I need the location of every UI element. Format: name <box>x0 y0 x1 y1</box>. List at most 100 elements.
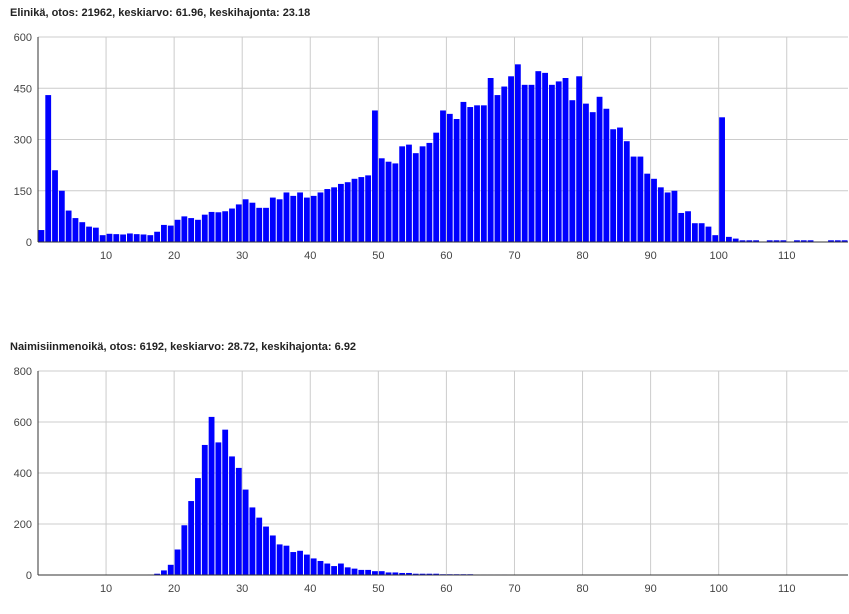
x-tick-label: 100 <box>709 250 727 262</box>
bar <box>208 416 215 575</box>
bar <box>126 233 133 242</box>
bar <box>167 564 174 575</box>
bar <box>276 199 283 242</box>
bar <box>140 234 147 242</box>
bar <box>174 549 181 575</box>
bar <box>99 235 106 242</box>
bar <box>617 127 623 242</box>
bar <box>174 219 181 242</box>
bar <box>446 113 453 242</box>
bar <box>412 153 419 242</box>
bar <box>303 554 310 575</box>
bar <box>229 208 235 242</box>
bar <box>378 158 385 242</box>
x-tick-label: 20 <box>168 583 180 595</box>
bar <box>406 144 412 242</box>
bar <box>603 108 610 242</box>
bar <box>38 230 45 242</box>
bar <box>303 197 310 242</box>
y-tick-label: 600 <box>14 417 32 429</box>
chart-title: Elinikä, otos: 21962, keskiarvo: 61.96, … <box>10 7 311 19</box>
bar <box>426 573 433 575</box>
x-tick-label: 90 <box>644 583 656 595</box>
bar <box>460 101 467 243</box>
bar <box>263 207 269 242</box>
bar <box>780 240 787 242</box>
bar <box>487 78 494 242</box>
bar <box>290 195 297 242</box>
bar <box>753 240 760 242</box>
bar <box>188 501 195 575</box>
bar <box>610 129 617 242</box>
bar <box>800 240 807 242</box>
bar <box>378 571 385 575</box>
bar <box>351 178 358 242</box>
bar <box>235 467 242 575</box>
bar <box>276 544 283 575</box>
bar <box>331 187 337 242</box>
bar <box>269 535 276 575</box>
bar <box>807 240 814 242</box>
bar <box>589 112 596 243</box>
bar <box>685 211 691 242</box>
marriage-age-chart: Naimisiinmenoikä, otos: 6192, keskiarvo:… <box>0 334 849 604</box>
bar <box>317 560 324 575</box>
bar <box>154 231 161 242</box>
bar <box>691 223 698 242</box>
bar <box>201 444 208 575</box>
bar <box>229 456 235 575</box>
bar <box>324 189 331 242</box>
bar <box>433 573 440 575</box>
bar <box>167 225 174 242</box>
y-tick-label: 800 <box>14 366 32 378</box>
x-tick-label: 50 <box>372 250 384 262</box>
bar <box>256 517 263 575</box>
bar <box>549 84 555 242</box>
bar <box>583 103 589 242</box>
bar <box>331 566 337 575</box>
bar <box>433 132 440 242</box>
bar <box>637 156 644 242</box>
bar <box>242 199 249 242</box>
x-tick-label: 60 <box>440 583 452 595</box>
bar <box>297 192 303 242</box>
bar <box>249 507 256 575</box>
y-tick-label: 0 <box>26 237 32 249</box>
bar <box>725 236 732 242</box>
y-tick-label: 600 <box>14 32 32 44</box>
bar <box>72 218 79 242</box>
x-tick-label: 60 <box>440 250 452 262</box>
bar <box>208 211 215 242</box>
bar <box>480 105 487 242</box>
bar <box>215 442 222 575</box>
y-tick-label: 150 <box>14 186 32 198</box>
bar <box>161 570 167 575</box>
bar <box>188 218 195 242</box>
bar <box>440 110 446 242</box>
bar <box>535 71 542 243</box>
bar <box>739 240 746 242</box>
bar <box>372 571 378 575</box>
bar <box>569 100 576 242</box>
bar <box>365 569 372 575</box>
y-tick-label: 450 <box>14 83 32 95</box>
bar <box>92 227 99 242</box>
bar <box>664 192 671 242</box>
bar <box>222 211 229 242</box>
bar <box>344 567 351 575</box>
bar <box>732 238 739 242</box>
bar <box>351 568 358 575</box>
x-tick-label: 20 <box>168 250 180 262</box>
bar <box>555 81 562 243</box>
bar <box>521 84 528 242</box>
bar <box>358 177 365 242</box>
bar <box>161 224 167 242</box>
bar <box>467 107 474 243</box>
bar <box>147 235 154 242</box>
bar <box>195 219 201 242</box>
bar <box>419 573 426 575</box>
bar <box>508 76 514 243</box>
bar <box>283 192 290 242</box>
y-tick-label: 400 <box>14 468 32 480</box>
bar <box>576 76 583 243</box>
